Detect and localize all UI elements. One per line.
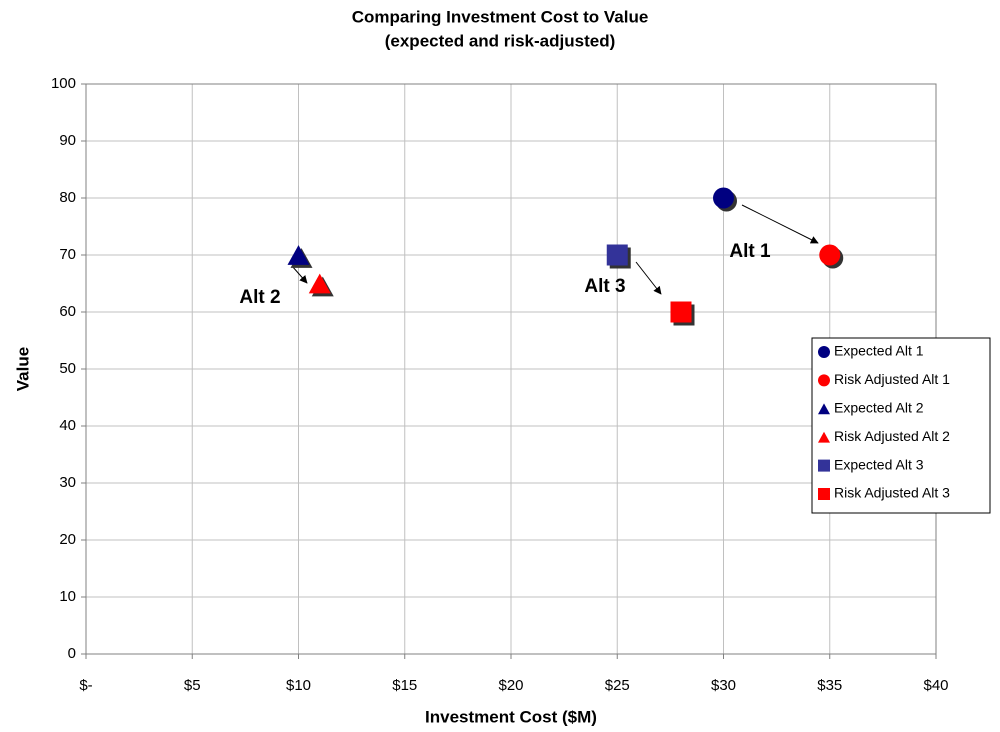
y-tick-label: 80 (59, 189, 76, 206)
chart-title: Comparing Investment Cost to Value (352, 7, 649, 26)
annotation: Alt 2 (239, 287, 280, 308)
x-tick-label: $10 (286, 677, 311, 694)
legend-marker (818, 431, 830, 443)
y-tick-label: 70 (59, 246, 76, 263)
y-tick-label: 60 (59, 303, 76, 320)
y-tick-label: 30 (59, 474, 76, 491)
annotation: Alt 1 (729, 241, 771, 262)
y-axis-label: Value (13, 347, 32, 391)
x-axis-label: Investment Cost ($M) (425, 707, 597, 726)
x-tick-label: $40 (923, 677, 948, 694)
point (713, 187, 734, 209)
y-tick-label: 20 (59, 531, 76, 548)
y-tick-label: 10 (59, 588, 76, 605)
x-tick-label: $30 (711, 677, 736, 694)
x-tick-label: $35 (817, 677, 842, 694)
legend-label: Expected Alt 3 (834, 456, 924, 472)
arrow (291, 265, 308, 284)
x-tick-label: $25 (605, 677, 630, 694)
chart-subtitle: (expected and risk-adjusted) (385, 31, 616, 50)
y-tick-label: 0 (68, 645, 76, 662)
legend-marker (818, 374, 830, 387)
y-tick-label: 50 (59, 360, 76, 377)
x-tick-label: $- (79, 677, 92, 694)
legend-marker (818, 488, 830, 500)
legend (811, 337, 991, 514)
legend-marker (818, 346, 830, 358)
legend-label: Expected Alt 2 (834, 400, 924, 416)
annotation: Alt 3 (584, 276, 625, 297)
point (819, 244, 841, 266)
arrow (741, 204, 819, 244)
y-tick-label: 100 (51, 75, 76, 92)
legend-label: Risk Adjusted Alt 3 (834, 485, 950, 501)
y-tick-label: 90 (59, 132, 76, 149)
point (308, 273, 331, 294)
legend-marker (818, 403, 830, 415)
legend-label: Risk Adjusted Alt 1 (834, 371, 950, 387)
x-tick-label: $20 (498, 677, 523, 694)
point (287, 245, 310, 265)
x-tick-label: $5 (184, 677, 201, 694)
grid (85, 83, 937, 655)
arrows (291, 204, 819, 295)
arrow (635, 261, 662, 295)
point (606, 244, 628, 266)
legend-label: Expected Alt 1 (834, 343, 924, 359)
x-tick-label: $15 (392, 677, 417, 694)
point (670, 301, 692, 323)
legend-label: Risk Adjusted Alt 2 (834, 428, 950, 444)
legend-marker (818, 459, 830, 472)
y-tick-label: 40 (59, 417, 76, 434)
